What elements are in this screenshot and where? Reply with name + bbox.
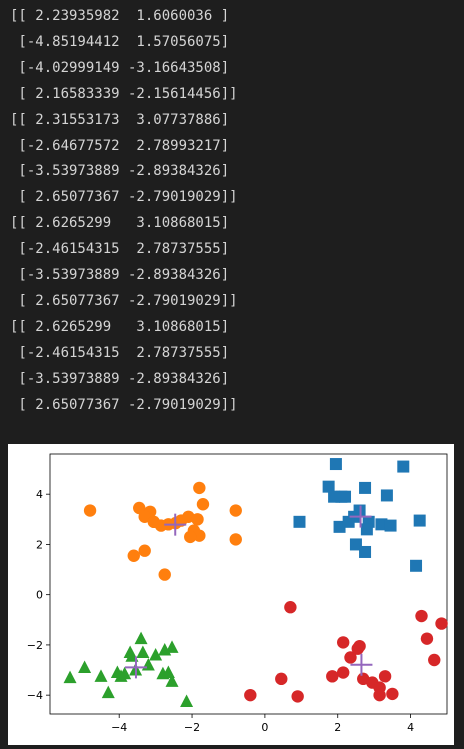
circle-point (378, 670, 392, 683)
triangle-point (165, 640, 179, 653)
output-line: [-4.02999149 -3.16643508] (10, 59, 230, 76)
square-point (359, 545, 372, 558)
circle-point (336, 636, 350, 649)
output-line: [[ 2.23935982 1.6060036 ] (10, 8, 230, 24)
output-line: [ 2.65077367 -2.79019029]] (10, 396, 238, 413)
centroid-plus-marker (349, 505, 372, 528)
output-line: [-3.53973889 -2.89384326] (10, 267, 230, 284)
circle-point (428, 653, 441, 667)
circle-point (326, 670, 339, 683)
circle-point (229, 504, 242, 517)
square-point (384, 519, 397, 532)
square-point (413, 514, 426, 527)
circle-point (415, 609, 428, 623)
triangle-point (136, 645, 150, 658)
output-line: [[ 2.6265299 3.10868015] (10, 215, 230, 232)
triangle-point (118, 666, 132, 680)
triangle-point (78, 660, 92, 674)
circle-point (291, 690, 304, 703)
circle-point (420, 632, 434, 645)
triangle-point (180, 694, 194, 707)
output-line: [ 2.16583339 -2.15614456]] (10, 85, 238, 102)
circle-point (229, 533, 242, 546)
cell-output-text: [[ 2.23935982 1.6060036 ] [-4.85194412 1… (10, 4, 238, 419)
x-tick-label: 2 (334, 721, 341, 734)
x-tick-label: 0 (261, 721, 268, 734)
centroid-plus-marker (164, 513, 187, 536)
y-tick-label: 2 (36, 538, 43, 551)
triangle-point (134, 631, 148, 645)
x-tick-label: −2 (184, 721, 200, 734)
square-point (333, 520, 346, 533)
circle-point (138, 544, 151, 557)
circle-point (275, 672, 288, 686)
square-point (410, 559, 423, 572)
square-point (375, 518, 388, 531)
y-tick-label: 0 (36, 589, 43, 602)
output-line: [-2.64677572 2.78993217] (10, 137, 230, 154)
centroid-plus-marker (124, 656, 147, 679)
output-line: [-3.53973889 -2.89384326] (10, 370, 230, 387)
triangle-point (94, 669, 108, 682)
circle-point (244, 688, 257, 702)
y-tick-label: −2 (27, 639, 43, 652)
square-point (380, 489, 393, 502)
square-point (339, 490, 352, 503)
circle-point (191, 513, 204, 526)
output-line: [-4.85194412 1.57056075] (10, 33, 230, 50)
triangle-point (63, 670, 77, 684)
output-line: [-3.53973889 -2.89384326] (10, 163, 230, 180)
triangle-point (123, 645, 137, 658)
circle-point (344, 651, 357, 664)
circle-point (196, 498, 210, 511)
triangle-point (161, 665, 175, 679)
circle-point (127, 549, 140, 562)
circle-point (83, 504, 97, 517)
circle-point (193, 481, 206, 495)
triangle-point (165, 674, 179, 687)
square-point (329, 458, 342, 471)
circle-point (138, 510, 151, 524)
triangle-point (149, 647, 163, 661)
circle-point (435, 617, 448, 630)
square-point (328, 490, 341, 503)
circle-point (336, 666, 350, 679)
x-tick-label: 4 (407, 721, 414, 734)
output-line: [ 2.65077367 -2.79019029]] (10, 292, 238, 309)
scatter-chart-svg: −4 −2 0 2 4 −4 −2 0 2 4 (27, 453, 448, 734)
circle-point (184, 530, 197, 544)
square-point (322, 480, 335, 493)
output-line: [-2.46154315 2.78737555] (10, 241, 230, 258)
square-point (349, 538, 362, 551)
plot-frame (49, 453, 448, 715)
square-point (360, 523, 373, 536)
square-point (342, 515, 355, 528)
output-line: [-2.46154315 2.78737555] (10, 344, 230, 361)
scatter-plot: −4 −2 0 2 4 −4 −2 0 2 4 (8, 444, 454, 745)
circle-point (373, 688, 386, 702)
y-tick-label: 4 (36, 488, 43, 501)
square-point (359, 481, 372, 494)
x-tick-label: −4 (111, 721, 127, 734)
square-point (293, 515, 306, 528)
output-line: [[ 2.6265299 3.10868015] (10, 318, 230, 335)
triangle-point (101, 685, 115, 699)
circle-point (386, 687, 399, 701)
circle-point (284, 601, 297, 614)
square-point (397, 460, 410, 473)
circle-point (353, 639, 366, 653)
output-line: [ 2.65077367 -2.79019029]] (10, 189, 238, 206)
y-tick-label: −4 (27, 689, 43, 702)
centroid-plus-marker (350, 653, 373, 676)
output-line: [[ 2.31553173 3.07737886] (10, 111, 230, 128)
circle-point (158, 568, 171, 581)
